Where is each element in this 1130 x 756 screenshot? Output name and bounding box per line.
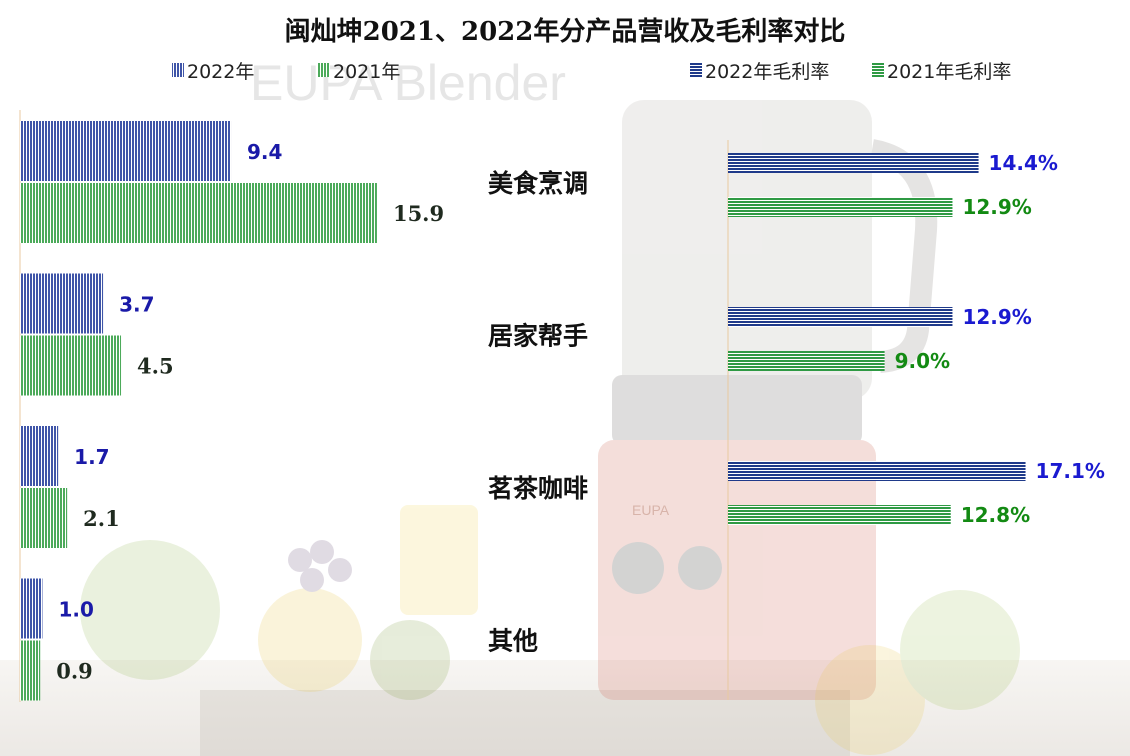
revenue-label-2022-2: 1.7 xyxy=(74,445,109,469)
revenue-label-2022-3: 1.0 xyxy=(58,598,93,622)
margin-label-2022-0: 14.4% xyxy=(989,151,1058,175)
revenue-bar-2021-1 xyxy=(20,335,122,396)
revenue-label-2021-1: 4.5 xyxy=(137,354,174,379)
legend-label-2: 2022年毛利率 xyxy=(705,61,829,83)
margin-label-2021-1: 9.0% xyxy=(895,349,950,373)
watermark-text: EUPA Blender xyxy=(250,55,566,111)
revenue-bar-2022-1 xyxy=(20,273,104,334)
category-label-0: 美食烹调 xyxy=(488,169,588,198)
margin-bar-2022-0 xyxy=(728,153,979,173)
revenue-label-2022-0: 9.4 xyxy=(247,140,282,164)
chart-title: 闽灿坤2021、2022年分产品营收及毛利率对比 xyxy=(285,16,846,47)
revenue-label-2022-1: 3.7 xyxy=(119,293,154,317)
table-surface xyxy=(0,660,1130,756)
margin-bar-2021-0 xyxy=(728,197,953,217)
revenue-bar-2021-0 xyxy=(20,183,377,243)
margin-label-2022-2: 17.1% xyxy=(1036,459,1105,483)
legend-label-3: 2021年毛利率 xyxy=(887,61,1011,83)
margin-label-2022-1: 12.9% xyxy=(962,305,1031,329)
revenue-bar-2022-2 xyxy=(20,426,59,486)
category-label-2: 茗茶咖啡 xyxy=(488,474,588,503)
gross-margin-chart: 14.4% 12.9% 12.9% 9.0% 17.1%12.8% xyxy=(727,140,1105,700)
legend-label-0: 2022年 xyxy=(187,61,254,83)
revenue-label-2021-0: 15.9 xyxy=(393,201,444,226)
legend-swatch-2 xyxy=(690,63,702,77)
margin-bar-2022-2 xyxy=(728,461,1026,481)
revenue-chart: 9.4 15.9 3.7 4.5 1.7 2.1 1.0 0.9 xyxy=(19,110,444,702)
legend-swatch-0 xyxy=(172,63,184,77)
revenue-bar-2021-2 xyxy=(20,488,68,548)
revenue-bar-2022-3 xyxy=(20,578,43,639)
cutting-board xyxy=(200,690,850,756)
revenue-label-2021-3: 0.9 xyxy=(56,659,93,684)
revenue-bar-2021-3 xyxy=(20,640,41,701)
margin-bar-2022-1 xyxy=(728,307,953,327)
blender-silhouette xyxy=(598,100,938,700)
watermark-brand: EUPA xyxy=(632,502,670,518)
fruit-decor xyxy=(80,505,1020,755)
margin-bar-2021-1 xyxy=(728,351,885,371)
revenue-bar-2022-0 xyxy=(20,121,232,181)
legend-swatch-1 xyxy=(318,63,330,77)
category-label-1: 居家帮手 xyxy=(488,322,588,351)
legend-swatch-3 xyxy=(872,63,884,77)
category-label-3: 其他 xyxy=(488,627,538,656)
margin-label-2021-2: 12.8% xyxy=(961,503,1030,527)
legend-label-1: 2021年 xyxy=(333,61,400,83)
margin-label-2021-0: 12.9% xyxy=(962,195,1031,219)
legend: 2022年 2021年 2022年毛利率 2021年毛利率 xyxy=(172,61,1011,83)
revenue-label-2021-2: 2.1 xyxy=(83,506,120,531)
margin-bar-2021-2 xyxy=(728,505,951,525)
